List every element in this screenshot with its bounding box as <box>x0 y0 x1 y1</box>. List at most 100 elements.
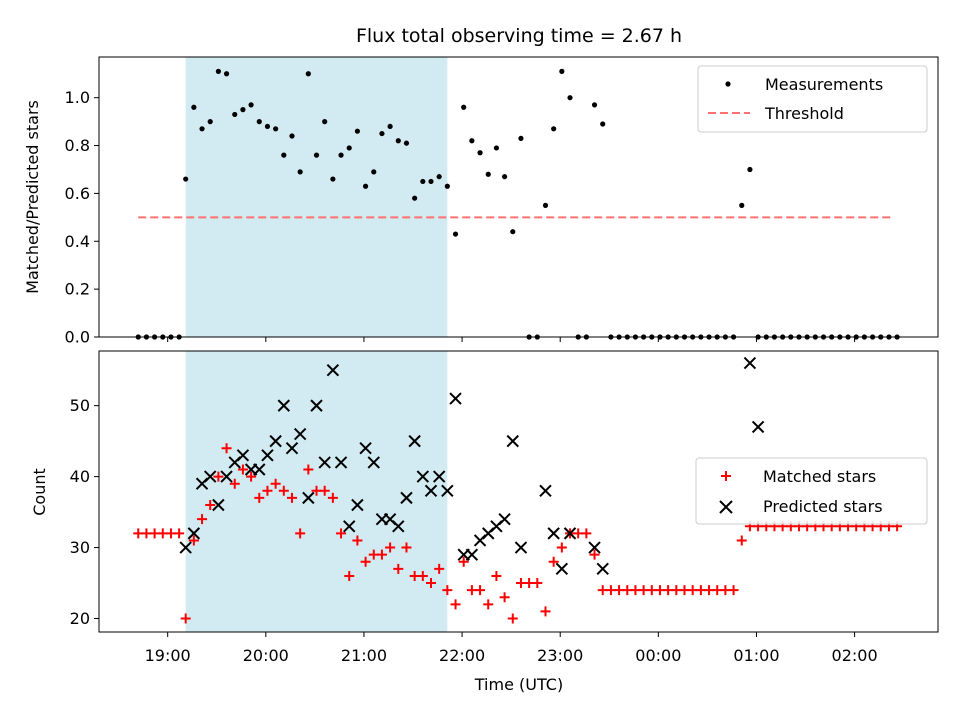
predicted-stars-point <box>334 456 348 469</box>
predicted-stars-point <box>449 392 462 405</box>
predicted-stars-point <box>359 442 372 455</box>
predicted-stars-point <box>751 420 765 434</box>
matched-stars-point <box>401 542 412 553</box>
plot-frame-top <box>98 56 939 338</box>
matched-stars-point <box>736 535 747 546</box>
ylabel-bottom: Count <box>30 468 49 516</box>
matched-stars-point <box>540 606 551 617</box>
predicted-stars-point <box>212 498 225 512</box>
predicted-stars-point <box>424 484 438 497</box>
predicted-stars-point <box>343 520 356 533</box>
matched-stars-point <box>344 570 355 581</box>
measurements-point <box>215 68 221 74</box>
predicted-stars-point <box>555 562 569 576</box>
measurements-point <box>207 119 213 125</box>
xtick-label: 00:00 <box>635 646 681 665</box>
measurements-point <box>444 183 450 189</box>
measurements-point <box>313 152 320 158</box>
predicted-stars-point <box>408 434 421 448</box>
matched-stars-point <box>254 492 265 503</box>
measurements-point <box>297 169 303 175</box>
measurements-point <box>354 128 361 134</box>
measurements-point <box>518 135 524 141</box>
predicted-stars-point <box>302 491 315 505</box>
matched-stars-point <box>197 514 208 525</box>
predicted-stars-point <box>465 548 479 561</box>
matched-stars-point <box>475 585 486 596</box>
measurements-point <box>428 178 434 185</box>
panel-bottom: 20 30 40 50 19:00 20:00 21:00 22:00 23:00 00:00 01… <box>30 350 939 694</box>
measurements-point <box>542 202 549 208</box>
matched-stars-point <box>450 599 461 610</box>
xtick-label: 02:00 <box>832 646 878 665</box>
matched-stars-point <box>556 542 567 553</box>
matched-stars-point <box>278 485 289 496</box>
measurements-point <box>395 138 401 144</box>
matched-stars-point <box>246 471 257 482</box>
measurements-point <box>289 133 295 139</box>
plot-frame-bottom <box>98 350 939 633</box>
xtick-label: 23:00 <box>537 646 583 665</box>
legend-top: Measurements Threshold <box>697 65 928 133</box>
predicted-stars-point <box>326 363 340 377</box>
measurements-point <box>591 102 598 108</box>
predicted-stars-point <box>392 520 405 533</box>
measurements-point <box>747 166 753 173</box>
measurements-point <box>223 71 230 77</box>
measurements-point <box>387 123 393 130</box>
matched-stars-point <box>385 542 396 553</box>
matched-stars-point <box>442 585 453 596</box>
xtick-label: 21:00 <box>341 646 387 665</box>
measurements-point <box>567 95 573 101</box>
matched-stars-point <box>548 556 559 567</box>
measurements-point <box>256 119 262 125</box>
ylabel-top: Matched/Predicted stars <box>23 100 42 294</box>
matched-stars-point <box>728 585 739 596</box>
measurements-point <box>739 202 745 208</box>
legend-bottom: Matched stars Predicted stars <box>695 457 928 525</box>
predicted-stars-point <box>743 356 757 370</box>
matched-stars-point <box>327 492 338 503</box>
measurements-point <box>232 111 238 118</box>
predicted-stars-point <box>441 484 454 497</box>
predicted-stars-point <box>293 427 307 441</box>
predicted-stars-point <box>179 541 192 554</box>
legend-measurements-label: Measurements <box>765 75 883 94</box>
matched-stars-point <box>417 570 428 581</box>
measurements-point <box>248 102 254 108</box>
xtick-label: 01:00 <box>733 646 779 665</box>
measurements-point <box>281 152 287 158</box>
measurements-point <box>600 121 606 127</box>
matched-stars-point <box>221 443 232 454</box>
measurements-point <box>322 119 328 125</box>
predicted-stars-point <box>277 399 291 412</box>
predicted-stars-point <box>285 442 299 455</box>
predicted-stars-point <box>367 456 380 469</box>
measurements-point <box>240 107 246 113</box>
xtick-label: 22:00 <box>439 646 485 665</box>
matched-stars-point <box>174 528 185 539</box>
measurements-point <box>183 176 189 182</box>
predicted-stars-point <box>416 470 430 483</box>
matched-stars-point <box>491 570 502 581</box>
predicted-stars-point <box>400 491 413 505</box>
measurements-point <box>330 176 336 182</box>
predicted-stars-point <box>318 456 331 469</box>
measurements-point <box>371 169 377 175</box>
predicted-stars-point <box>506 434 519 448</box>
measurements-point <box>551 126 557 132</box>
matched-stars-point <box>180 613 191 624</box>
ytick-label-bottom: 20 <box>70 609 90 628</box>
matched-stars-point <box>426 578 437 589</box>
matched-stars-point <box>295 528 306 539</box>
measurements-point <box>264 123 271 130</box>
legend-top-box <box>697 65 928 133</box>
measurements-point <box>559 68 565 74</box>
matched-stars-point <box>532 578 543 589</box>
ytick-label-top: 0.6 <box>65 184 90 203</box>
measurements-point <box>493 145 500 151</box>
measurements-point <box>501 174 508 180</box>
predicted-stars-point <box>588 541 601 554</box>
xlabel: Time (UTC) <box>474 675 563 694</box>
shaded-span-top <box>185 57 448 337</box>
